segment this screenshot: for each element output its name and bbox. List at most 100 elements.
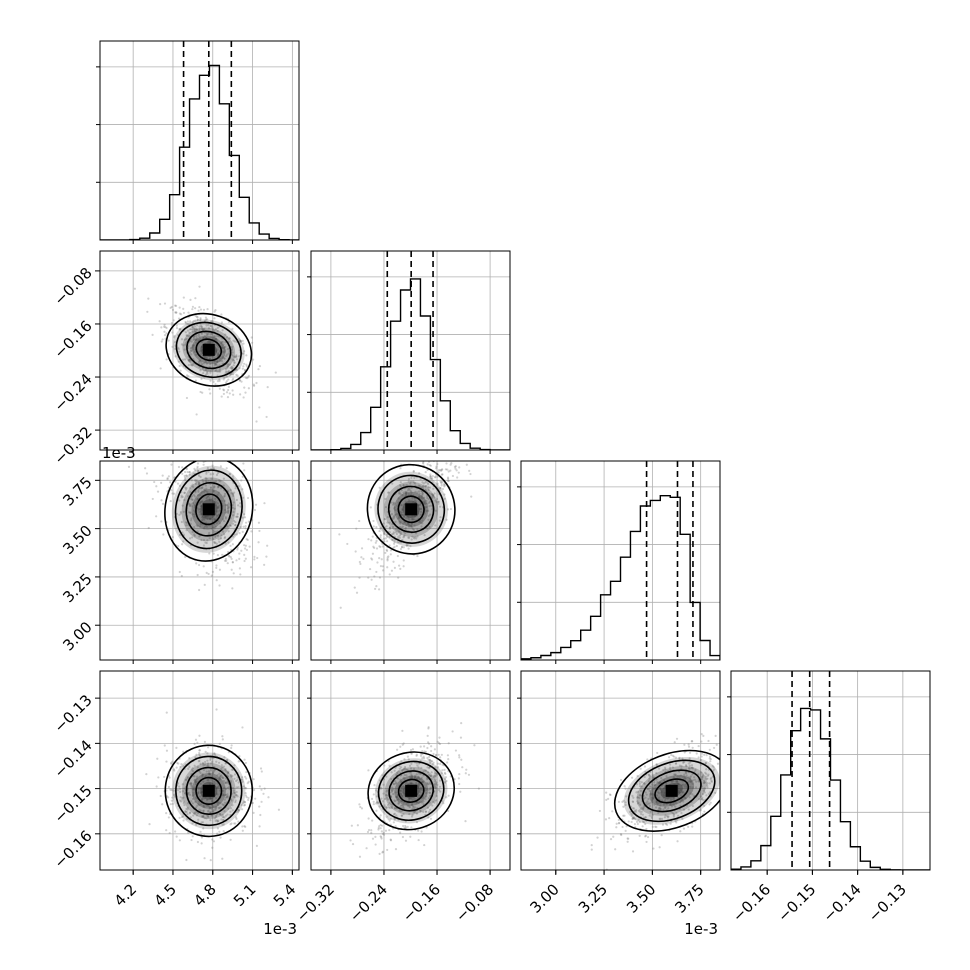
sample-point — [179, 765, 182, 768]
sample-point — [242, 342, 245, 345]
sample-point — [175, 311, 178, 314]
sample-point — [246, 782, 249, 785]
sample-point — [440, 481, 443, 484]
sample-point — [402, 807, 405, 810]
sample-point — [210, 336, 213, 339]
sample-point — [644, 770, 647, 773]
sample-point — [458, 773, 461, 776]
sample-point — [167, 456, 169, 458]
sample-point — [389, 839, 393, 842]
sample-point — [432, 761, 435, 764]
sample-point — [170, 463, 173, 466]
sample-point — [198, 501, 201, 504]
sample-point — [180, 313, 183, 316]
sample-point — [234, 524, 237, 527]
sample-point — [189, 511, 192, 514]
sample-point — [190, 349, 193, 352]
sample-point — [440, 468, 443, 471]
sample-point — [225, 759, 229, 762]
sample-point — [158, 320, 161, 323]
sample-point — [394, 791, 397, 794]
sample-point — [214, 525, 217, 528]
sample-point — [407, 477, 411, 481]
sample-point — [183, 498, 186, 502]
sample-point — [683, 775, 686, 778]
sample-point — [656, 802, 659, 806]
sample-point — [211, 810, 214, 813]
sample-point — [215, 360, 219, 363]
sample-point — [213, 780, 216, 784]
sample-point — [208, 517, 212, 521]
sample-point — [198, 803, 201, 807]
sample-point — [258, 785, 261, 788]
sample-point — [243, 469, 246, 472]
sample-point — [203, 857, 206, 860]
sample-point — [173, 769, 176, 772]
sample-point — [192, 788, 195, 791]
sample-point — [397, 798, 400, 801]
sample-point — [687, 743, 690, 746]
panel-frame — [310, 670, 511, 871]
sample-point — [216, 329, 219, 333]
sample-point — [244, 544, 247, 547]
sample-point — [188, 473, 191, 476]
sample-point — [227, 509, 230, 513]
sample-point — [441, 763, 444, 766]
sample-point — [682, 791, 685, 794]
sample-point — [426, 463, 429, 466]
sample-point — [659, 788, 663, 791]
sample-point — [430, 504, 433, 507]
sample-point — [225, 391, 229, 394]
sample-point — [434, 799, 437, 802]
sample-point — [659, 804, 662, 807]
sample-point — [403, 503, 406, 506]
sample-point — [187, 502, 190, 505]
sample-point — [662, 803, 666, 806]
histogram-0 — [99, 40, 300, 241]
sample-point — [238, 339, 242, 343]
sample-point — [399, 792, 402, 796]
sample-point — [214, 807, 217, 810]
sample-point — [417, 504, 420, 507]
sample-point — [378, 576, 382, 579]
sample-point — [660, 776, 663, 780]
sample-point — [427, 767, 431, 770]
sample-point — [196, 479, 199, 482]
sample-point — [657, 782, 661, 785]
sample-point — [201, 367, 205, 370]
sample-point — [209, 333, 212, 336]
sample-point — [238, 339, 241, 342]
sample-point — [223, 786, 226, 789]
sample-point — [660, 817, 664, 820]
sample-point — [163, 302, 167, 305]
sample-point — [162, 533, 165, 536]
sample-point — [432, 774, 436, 777]
sample-point — [402, 785, 405, 788]
sample-point — [422, 774, 425, 777]
sample-point — [186, 808, 189, 811]
sample-point — [672, 813, 675, 817]
sample-point — [417, 495, 421, 498]
sample-point — [652, 787, 655, 790]
sample-point — [423, 501, 426, 505]
sample-point — [421, 750, 424, 753]
sample-point — [635, 783, 639, 786]
sample-point — [652, 797, 655, 800]
sample-point — [209, 797, 212, 800]
sample-point — [430, 771, 433, 774]
sample-point — [195, 315, 198, 318]
sample-point — [200, 794, 204, 797]
sample-point — [459, 736, 463, 739]
sample-point — [236, 515, 239, 518]
sample-point — [198, 325, 201, 328]
sample-point — [711, 764, 714, 767]
sample-point — [727, 763, 729, 765]
sample-point — [380, 824, 384, 827]
sample-point — [193, 779, 196, 782]
sample-point — [205, 525, 209, 528]
sample-point — [401, 494, 404, 497]
sample-point — [245, 770, 248, 774]
sample-point — [631, 800, 635, 804]
sample-point — [654, 783, 657, 787]
sample-point — [237, 820, 240, 823]
